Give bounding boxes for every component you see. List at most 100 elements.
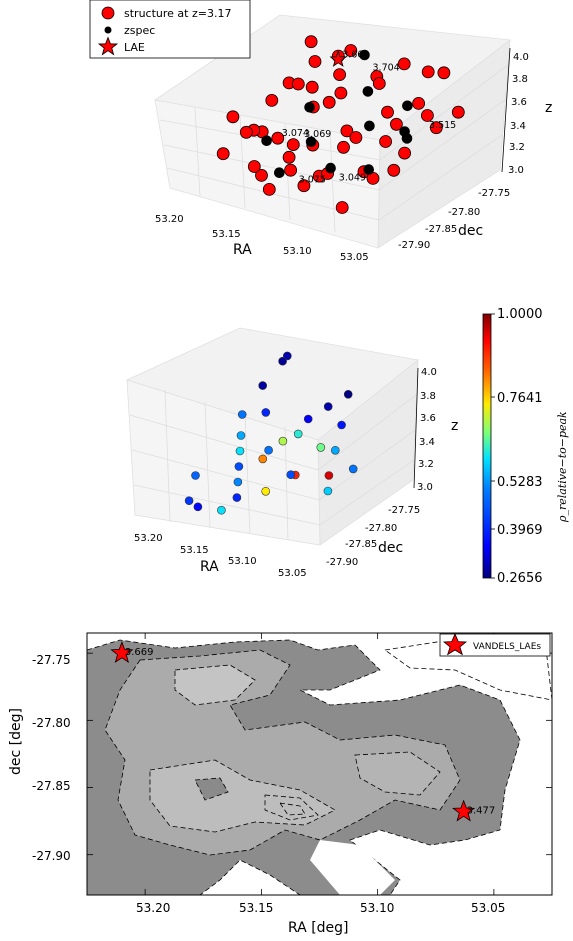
density-point: [323, 486, 333, 496]
colorbar: 1.0000 0.7641 0.5283 0.3969 0.2656 ρ_rel…: [482, 307, 569, 586]
contour-gap: [310, 840, 395, 895]
z-tick: 3.2: [509, 142, 525, 153]
structure-point: [437, 66, 451, 80]
structure-point: [322, 95, 336, 109]
z-tick: 3.2: [418, 459, 434, 470]
map-y-tick: -27.75: [32, 653, 71, 667]
z-axis-label: z: [545, 100, 552, 116]
z-axis-2: 4.0 3.8 3.6 3.4 3.2 3.0 z: [413, 367, 458, 493]
density-point: [258, 381, 268, 390]
ra-axis-label: RA: [233, 242, 252, 258]
density-point: [184, 496, 194, 506]
z-axis-1: 4.0 3.8 3.6 3.4 3.2 3.0 z: [501, 47, 552, 176]
ra-tick: 53.20: [134, 533, 163, 544]
z-axis-label: z: [451, 418, 458, 434]
ra-tick: 53.05: [278, 568, 307, 579]
z-tick: 4.0: [421, 367, 437, 378]
ra-tick: 53.10: [283, 246, 312, 257]
panel-2d-map: -27.75 -27.80 -27.85 -27.90 53.20 53.15 …: [8, 632, 553, 936]
ra-tick: 53.15: [180, 545, 209, 556]
structure-point: [340, 124, 354, 138]
structure-point: [344, 44, 358, 57]
floor-pane: [126, 379, 321, 546]
density-point: [261, 408, 271, 417]
zspec-point: [261, 135, 272, 146]
structure-point: [349, 131, 363, 144]
density-point: [232, 493, 242, 502]
structure-point: [216, 147, 230, 161]
dec-tick: -27.75: [388, 505, 420, 516]
ra-tick: 53.10: [228, 556, 257, 567]
structure-point: [305, 80, 319, 94]
z-tick: 3.6: [420, 413, 436, 424]
map-y-tick: -27.80: [32, 716, 71, 730]
legend-1: structure at z=3.17 zspec LAE: [89, 0, 251, 59]
redshift-label: 3.049: [339, 173, 366, 184]
lae-markers: 3.669 3.477: [110, 641, 496, 822]
map-y-tick: -27.90: [32, 849, 71, 863]
density-point: [324, 471, 334, 480]
dec-axis-label: dec: [378, 540, 403, 556]
colorbar-gradient: [482, 313, 492, 579]
map-legend: VANDELS_LAEs: [439, 632, 551, 657]
structure-point: [397, 57, 411, 71]
colorbar-tick: 0.2656: [497, 571, 543, 586]
legend-star-marker: [97, 36, 119, 56]
lae-redshift-label: 3.477: [467, 806, 496, 817]
redshift-label: 3.515: [429, 120, 456, 131]
map-y-tick: -27.85: [32, 779, 71, 793]
density-point: [303, 414, 313, 424]
structure-point: [389, 117, 403, 131]
structure-point: [308, 55, 322, 68]
ra-tick: 53.05: [340, 252, 369, 263]
zspec-point: [273, 167, 285, 178]
density-point: [261, 486, 271, 496]
dec-tick: -27.90: [326, 557, 358, 568]
map-x-tick: 53.10: [360, 901, 394, 915]
ra-tick: 53.15: [212, 229, 241, 240]
density-point: [337, 420, 346, 430]
structure-point: [262, 182, 276, 196]
contour-level-3: [174, 664, 256, 706]
legend-star-marker: [442, 632, 468, 656]
z-tick: 4.0: [513, 52, 529, 63]
zspec-point: [359, 49, 370, 61]
structure-point: [265, 94, 279, 107]
z-tick: 3.4: [419, 437, 435, 448]
redshift-label: 3.069: [304, 129, 331, 140]
density-point: [193, 502, 203, 512]
structure-point: [381, 105, 394, 119]
contour-level-4: [194, 777, 229, 801]
contour-level-3c: [354, 751, 441, 796]
colorbar-label: ρ_relative−to−peak: [556, 411, 569, 523]
structure-point: [286, 138, 300, 152]
map-frame: [86, 632, 553, 896]
ra-axis-label: RA: [200, 559, 219, 575]
density-point: [286, 470, 296, 480]
legend-label: LAE: [124, 41, 145, 54]
density-point: [316, 443, 326, 452]
structure-point: [379, 135, 393, 148]
density-point: [278, 356, 287, 366]
structure-point: [372, 77, 386, 90]
legend-red-circle-marker: [101, 6, 115, 20]
dec-tick: -27.90: [398, 240, 430, 251]
map-y-axis-label: dec [deg]: [8, 708, 24, 775]
map-x-tick: 53.15: [239, 901, 273, 915]
redshift-label: 3.074: [282, 128, 309, 139]
structure-point: [333, 68, 347, 81]
density-point: [293, 429, 303, 439]
dec-tick: -27.85: [425, 224, 457, 235]
grid-lines-2: [129, 389, 417, 541]
density-point: [278, 436, 288, 446]
density-point: [343, 389, 353, 399]
dec-tick: -27.85: [345, 539, 377, 550]
dec-tick: -27.80: [365, 523, 397, 534]
structure-point: [335, 201, 349, 214]
structure-point: [255, 168, 268, 182]
dec-tick: -27.75: [478, 188, 510, 199]
z-tick: 3.0: [417, 482, 433, 493]
density-point: [234, 462, 244, 471]
